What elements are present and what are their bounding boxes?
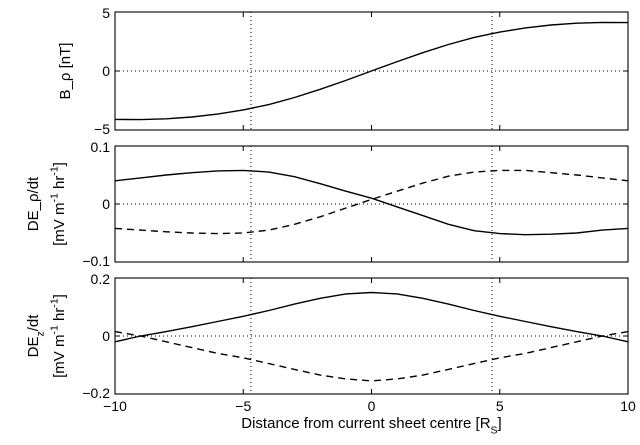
y-tick-label: −5 bbox=[94, 121, 110, 137]
y-tick-label: −0.1 bbox=[82, 253, 110, 269]
y-axis-label: DEz​/dt bbox=[25, 314, 46, 358]
series-line-solid bbox=[114, 169, 629, 236]
y-tick-label: 0 bbox=[102, 328, 110, 344]
x-tick-label: −5 bbox=[235, 398, 251, 414]
y-tick-label: 0.1 bbox=[91, 139, 111, 155]
panel-3: −0.2 0 0.2 DEz​/dt[mV m-1​ hr-1​] −10 −5 0 5 10 D… bbox=[25, 271, 636, 436]
y-tick-label: −0.2 bbox=[82, 385, 110, 401]
x-tick-label: −10 bbox=[103, 398, 127, 414]
series-line-dashed bbox=[114, 169, 629, 235]
series-line-solid bbox=[114, 21, 629, 121]
y-tick-label: 0 bbox=[102, 63, 110, 79]
y-axis-unit-label: [mV m-1​ hr-1​] bbox=[48, 162, 68, 246]
y-tick-label: 5 bbox=[102, 5, 110, 21]
x-tick-label: 0 bbox=[368, 398, 376, 414]
series-line-solid bbox=[114, 291, 629, 343]
panel-1: −5 0 5 B_ρ [nT] bbox=[57, 5, 629, 137]
y-tick-label: 0 bbox=[102, 196, 110, 212]
y-axis-label: B_ρ [nT] bbox=[57, 43, 74, 100]
y-axis-label: DE_ρ/dt bbox=[25, 176, 42, 231]
x-tick-label: 10 bbox=[620, 398, 636, 414]
x-axis-label: Distance from current sheet centre [RS​] bbox=[241, 415, 501, 436]
panel-2: −0.1 0 0.1 DE_ρ/dt [mV m-1​ hr-1​] bbox=[25, 139, 629, 269]
series-line-dashed bbox=[114, 330, 629, 382]
x-tick-label: 5 bbox=[496, 398, 504, 414]
y-tick-label: 0.2 bbox=[91, 271, 111, 287]
y-axis-unit-label: [mV m-1​ hr-1​] bbox=[48, 294, 68, 378]
